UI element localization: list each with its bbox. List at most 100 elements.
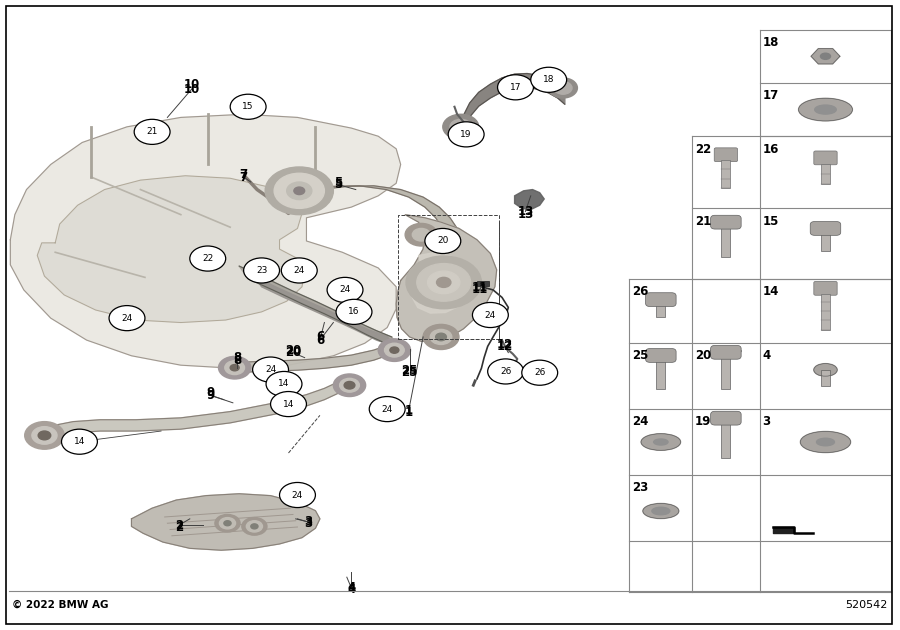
Circle shape <box>219 357 251 379</box>
Text: 20: 20 <box>437 236 448 246</box>
Text: 15: 15 <box>242 102 254 112</box>
Text: 22: 22 <box>202 254 213 263</box>
FancyBboxPatch shape <box>711 345 741 359</box>
FancyBboxPatch shape <box>711 215 741 229</box>
Ellipse shape <box>816 438 834 446</box>
Circle shape <box>280 483 315 508</box>
Circle shape <box>450 119 472 134</box>
Polygon shape <box>412 252 472 313</box>
Circle shape <box>436 277 451 287</box>
Circle shape <box>443 114 479 139</box>
Text: 21: 21 <box>147 127 158 136</box>
Text: 4: 4 <box>347 583 356 596</box>
Text: 16: 16 <box>762 142 778 156</box>
Circle shape <box>425 229 461 253</box>
Circle shape <box>390 347 399 353</box>
Circle shape <box>224 521 231 526</box>
Circle shape <box>230 94 266 119</box>
FancyBboxPatch shape <box>645 293 676 307</box>
Text: 14: 14 <box>283 399 294 409</box>
Ellipse shape <box>800 432 850 452</box>
Text: 24: 24 <box>485 311 496 319</box>
Text: 14: 14 <box>278 379 290 389</box>
Text: 26: 26 <box>632 285 649 298</box>
Text: 12: 12 <box>497 338 513 351</box>
Text: 25: 25 <box>401 364 418 377</box>
FancyBboxPatch shape <box>821 164 830 183</box>
Ellipse shape <box>501 365 510 375</box>
Circle shape <box>498 75 534 100</box>
Circle shape <box>271 391 306 416</box>
FancyBboxPatch shape <box>715 148 738 162</box>
Circle shape <box>134 119 170 144</box>
Text: 10: 10 <box>184 83 200 96</box>
Text: 520542: 520542 <box>845 600 887 610</box>
FancyBboxPatch shape <box>645 348 676 362</box>
FancyBboxPatch shape <box>821 232 830 251</box>
Circle shape <box>406 256 482 309</box>
Text: 17: 17 <box>762 89 778 102</box>
Circle shape <box>488 359 524 384</box>
Circle shape <box>369 396 405 421</box>
Text: 3: 3 <box>762 415 770 428</box>
Polygon shape <box>255 277 394 346</box>
Polygon shape <box>811 49 840 64</box>
Circle shape <box>456 123 465 130</box>
Text: 3: 3 <box>304 517 312 530</box>
Polygon shape <box>459 74 565 142</box>
Circle shape <box>554 82 572 94</box>
Circle shape <box>32 427 57 444</box>
Circle shape <box>531 67 567 93</box>
Text: 2: 2 <box>175 518 183 532</box>
Circle shape <box>405 224 437 246</box>
Ellipse shape <box>814 364 837 376</box>
Ellipse shape <box>528 367 537 376</box>
Ellipse shape <box>641 433 680 450</box>
Circle shape <box>220 518 236 529</box>
Text: 11: 11 <box>472 281 488 294</box>
Circle shape <box>109 306 145 331</box>
Text: 23: 23 <box>256 266 267 275</box>
FancyBboxPatch shape <box>810 222 841 236</box>
Text: 5: 5 <box>334 176 342 188</box>
FancyBboxPatch shape <box>711 411 741 425</box>
Text: 13: 13 <box>518 208 534 221</box>
Text: 10: 10 <box>184 77 200 91</box>
Circle shape <box>428 271 460 294</box>
Polygon shape <box>11 114 400 369</box>
Circle shape <box>38 431 50 440</box>
Circle shape <box>253 357 289 382</box>
Text: 18: 18 <box>543 76 554 84</box>
Polygon shape <box>284 186 459 240</box>
Circle shape <box>282 258 317 283</box>
Ellipse shape <box>821 53 831 59</box>
Text: 7: 7 <box>239 171 248 183</box>
Text: 19: 19 <box>461 130 472 139</box>
Text: 13: 13 <box>518 205 534 218</box>
Circle shape <box>423 324 459 350</box>
FancyBboxPatch shape <box>821 294 830 329</box>
Ellipse shape <box>643 503 679 518</box>
Text: 22: 22 <box>695 142 711 156</box>
Ellipse shape <box>814 105 836 114</box>
Text: 5: 5 <box>334 178 342 191</box>
Circle shape <box>384 343 404 357</box>
Circle shape <box>294 187 305 195</box>
Text: 14: 14 <box>74 437 86 446</box>
Text: 4: 4 <box>762 350 770 362</box>
Ellipse shape <box>711 348 741 354</box>
Text: 20: 20 <box>285 346 302 359</box>
FancyBboxPatch shape <box>821 370 830 386</box>
Circle shape <box>436 333 446 341</box>
Circle shape <box>24 421 64 449</box>
Circle shape <box>344 382 355 389</box>
Text: 23: 23 <box>632 481 648 494</box>
Circle shape <box>215 515 240 532</box>
Ellipse shape <box>647 351 674 357</box>
FancyBboxPatch shape <box>722 422 731 457</box>
Polygon shape <box>239 266 400 350</box>
Text: 26: 26 <box>500 367 511 376</box>
Text: 12: 12 <box>497 340 513 353</box>
Text: 3: 3 <box>304 515 312 529</box>
Polygon shape <box>37 376 346 440</box>
